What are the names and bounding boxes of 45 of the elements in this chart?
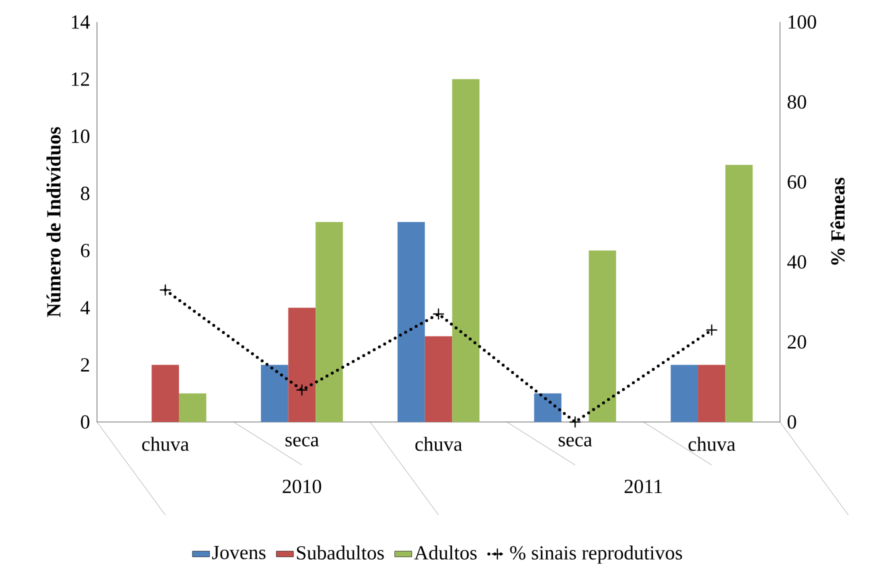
bar: [698, 364, 726, 422]
bar: [588, 250, 616, 422]
bar: [424, 336, 452, 422]
bar: [452, 79, 480, 422]
x-tick-label: chuva: [688, 436, 736, 451]
legend-label: % sinais reprodutivos: [510, 546, 682, 564]
bar: [670, 364, 698, 422]
y-tick-label: 4: [80, 301, 90, 314]
y-tick-label: 10: [72, 130, 90, 144]
y2-axis-title: % Fêmeas: [830, 178, 845, 265]
point: [160, 284, 171, 296]
y2-tick-label: 60: [788, 175, 806, 189]
y2-tick-label: 40: [787, 255, 806, 269]
bar: [260, 364, 288, 422]
point: [570, 416, 581, 428]
y-tick-label: 12: [72, 72, 90, 86]
point: [432, 308, 444, 320]
bar: [534, 393, 562, 422]
text: 2011: [624, 480, 662, 494]
bar: [288, 308, 316, 422]
bar: [725, 164, 753, 422]
x-tick-label: seca: [558, 436, 592, 446]
legend-label: Adultos: [414, 546, 477, 560]
bar: [152, 364, 179, 422]
y2-tick-label: 20: [788, 335, 806, 349]
point: [296, 384, 308, 396]
x-tick-label: chuva: [142, 436, 189, 451]
point: [706, 324, 718, 336]
y2-tick-label: 0: [788, 415, 796, 429]
y-tick-label: 6: [81, 244, 90, 258]
legend-label: Subadultos: [296, 546, 384, 560]
y2-tick-label: 100: [788, 15, 816, 29]
y2-tick-label: 80: [788, 95, 806, 109]
y-tick-label: 2: [81, 358, 90, 372]
y-tick-label: 8: [80, 186, 90, 200]
y-tick-label: 0: [80, 415, 90, 429]
legend-label: Jovens: [212, 546, 266, 560]
bar: [316, 222, 343, 422]
y-tick-label: 14: [72, 15, 90, 29]
bar: [398, 222, 425, 422]
bar: [178, 393, 206, 422]
text: 2010: [282, 480, 322, 494]
x-tick-label: seca: [286, 436, 319, 446]
x-tick-label: chuva: [415, 436, 462, 451]
y-axis-title: Número de Indivíduos: [46, 127, 61, 318]
